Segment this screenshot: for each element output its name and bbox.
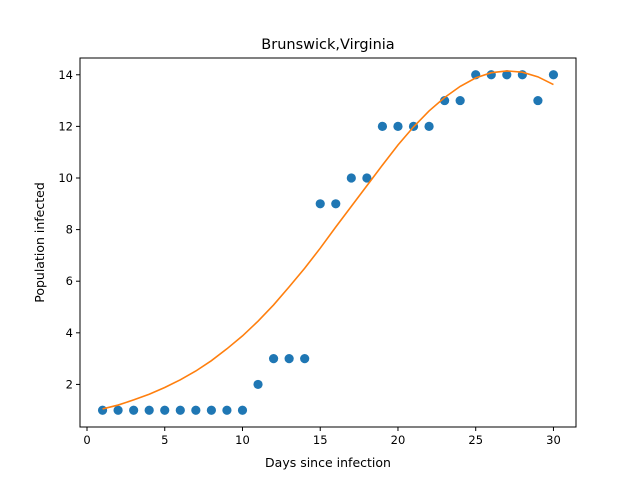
data-point [222,405,232,415]
y-tick-label: 2 [66,377,73,391]
data-point [346,173,356,183]
data-point [533,95,543,106]
data-point [160,405,170,415]
data-point [440,95,450,106]
x-tick-label: 25 [468,433,483,447]
data-point [253,379,263,390]
data-point [362,173,372,183]
plot-area [97,70,559,415]
data-point [548,70,559,80]
data-point [268,354,279,364]
plot-frame [79,57,577,428]
data-point [129,405,139,415]
y-tick-label: 12 [58,119,73,133]
data-point [424,121,434,131]
y-axis-label: Population infected [32,182,47,303]
data-point [502,70,512,80]
data-point [455,95,465,106]
y-axis: 2 4 6 8 10 12 14 [58,68,80,391]
data-point [175,405,185,415]
x-axis: 0 5 10 15 20 25 30 [83,427,561,447]
y-tick-label: 4 [66,326,73,340]
y-tick-label: 6 [66,274,73,288]
chart-title: Brunswick,Virginia [261,37,394,53]
data-point [97,405,108,415]
data-point [191,405,201,415]
data-point [315,199,325,209]
x-tick-label: 15 [313,433,328,447]
x-tick-label: 5 [161,433,168,447]
y-tick-label: 8 [66,223,73,237]
x-tick-label: 0 [83,433,90,447]
data-point [331,199,341,209]
fit-line [102,70,554,410]
data-point [393,121,403,131]
x-axis-label: Days since infection [265,455,391,470]
data-point [284,354,294,364]
y-tick-label: 10 [58,171,73,185]
data-point [300,354,310,364]
x-tick-label: 10 [235,433,250,447]
data-point [113,405,123,415]
y-tick-label: 14 [58,68,73,82]
data-point [237,405,248,415]
x-tick-label: 30 [546,433,561,447]
data-point [206,405,216,415]
x-tick-label: 20 [391,433,406,447]
data-point [377,121,388,131]
data-point [144,405,154,415]
